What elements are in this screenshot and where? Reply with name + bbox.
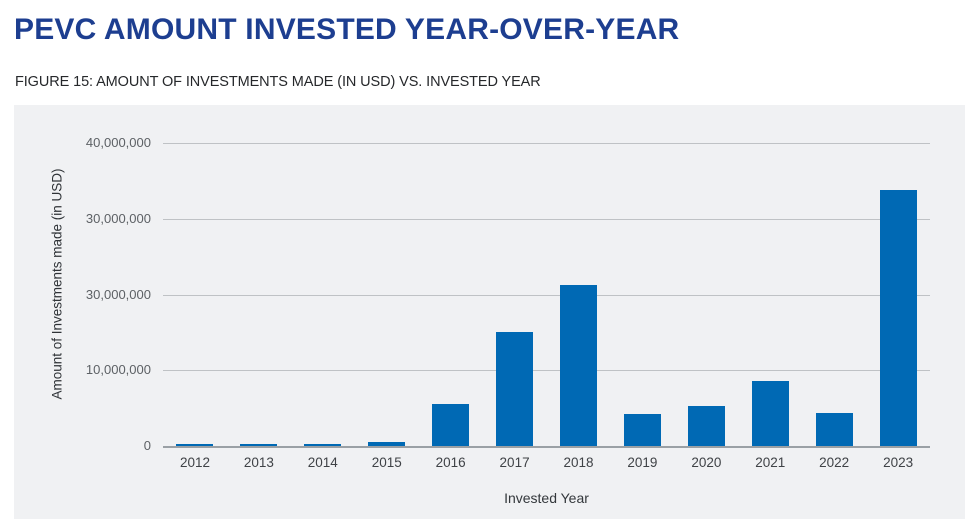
x-axis-baseline [163, 446, 930, 448]
bar-slot-2021 [738, 143, 802, 446]
bar-slot-2020 [674, 143, 738, 446]
bar-2021 [751, 381, 789, 446]
page-title: PEVC AMOUNT INVESTED YEAR-OVER-YEAR [14, 13, 680, 46]
bar-slot-2016 [419, 143, 483, 446]
bar-slot-2013 [227, 143, 291, 446]
x-tick-label-2015: 2015 [371, 455, 402, 470]
x-tick-label-2020: 2020 [691, 455, 722, 470]
x-tick-label-2021: 2021 [755, 455, 786, 470]
bar-2013 [240, 444, 278, 446]
gridline [163, 219, 930, 220]
y-tick-label: 30,000,000 [85, 211, 151, 226]
bar-2014 [304, 444, 342, 446]
y-tick-label: 40,000,000 [85, 135, 151, 150]
figure-caption: FIGURE 15: AMOUNT OF INVESTMENTS MADE (I… [15, 74, 541, 90]
x-axis-ticks: 2012 2013 2014 2015 2016 2017 2018 2019 2020 2021… [163, 455, 930, 470]
bar-slot-2012 [163, 143, 227, 446]
y-tick-label: 0 [143, 438, 151, 453]
x-tick-label-2023: 2023 [883, 455, 914, 470]
x-tick-label-2013: 2013 [243, 455, 274, 470]
gridline [163, 143, 930, 144]
y-tick-label: 10,000,000 [85, 362, 151, 377]
bar-slot-2017 [483, 143, 547, 446]
x-axis-title: Invested Year [504, 490, 589, 506]
bar-series [163, 143, 930, 446]
bar-2020 [687, 406, 725, 446]
bar-slot-2015 [355, 143, 419, 446]
bar-2018 [559, 285, 597, 446]
bar-2012 [176, 444, 214, 446]
chart-panel: Amount of Investments made (in USD) 40,0… [14, 105, 965, 519]
bar-2017 [496, 332, 534, 446]
gridline [163, 295, 930, 296]
bar-2015 [368, 442, 406, 446]
x-tick-label-2022: 2022 [819, 455, 850, 470]
x-tick-label-2016: 2016 [435, 455, 466, 470]
bar-slot-2023 [866, 143, 930, 446]
x-tick-label-2019: 2019 [627, 455, 658, 470]
y-tick-label: 30,000,000 [85, 287, 151, 302]
bar-slot-2018 [547, 143, 611, 446]
bar-slot-2014 [291, 143, 355, 446]
plot-area [163, 143, 930, 448]
bar-2019 [623, 414, 661, 446]
bar-slot-2022 [802, 143, 866, 446]
bar-2023 [879, 190, 917, 446]
x-tick-label-2014: 2014 [307, 455, 338, 470]
x-tick-label-2012: 2012 [179, 455, 210, 470]
x-tick-label-2018: 2018 [563, 455, 594, 470]
bar-2016 [432, 404, 470, 446]
x-tick-label-2017: 2017 [499, 455, 530, 470]
gridline [163, 370, 930, 371]
bar-slot-2019 [610, 143, 674, 446]
bar-2022 [815, 413, 853, 446]
